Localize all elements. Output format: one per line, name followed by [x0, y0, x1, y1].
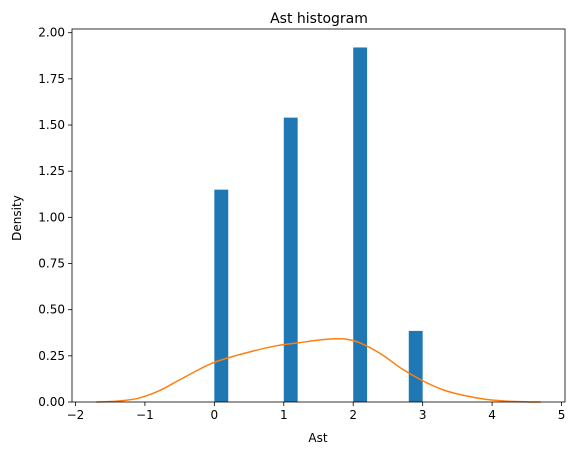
y-axis-label: Density	[10, 195, 24, 241]
histogram-bar-1	[283, 117, 298, 402]
x-tick-label-7: 5	[558, 408, 566, 422]
kde-curve	[96, 337, 541, 403]
x-tick-label-0: −2	[67, 408, 85, 422]
y-axis-ticks: 0.00 0.25 0.50 0.75 1.00 1.25 1.50 1.75 2.00	[38, 26, 72, 409]
x-axis-label: Ast	[308, 431, 327, 445]
x-axis-ticks: −2 −1 0 1 2 3 4 5	[67, 402, 566, 422]
plot-frame	[71, 28, 566, 403]
y-tick-label-6: 1.50	[38, 118, 65, 132]
y-tick-label-0: 0.00	[38, 395, 65, 409]
x-tick-label-3: 1	[280, 408, 288, 422]
y-tick-label-1: 0.25	[38, 349, 65, 363]
y-tick-label-5: 1.25	[38, 164, 65, 178]
histogram-bar-2	[353, 47, 368, 403]
y-tick-label-2: 0.50	[38, 303, 65, 317]
x-tick-label-2: 0	[211, 408, 219, 422]
y-tick-label-3: 0.75	[38, 257, 65, 271]
chart-title: Ast histogram	[270, 11, 368, 27]
histogram-bars	[214, 47, 423, 403]
histogram-bar-3	[408, 330, 423, 402]
x-tick-label-1: −1	[136, 408, 154, 422]
kde-curve-group	[96, 337, 541, 403]
x-tick-label-5: 3	[419, 408, 427, 422]
y-tick-label-8: 2.00	[38, 26, 65, 40]
x-tick-label-6: 4	[488, 408, 496, 422]
y-tick-label-7: 1.75	[38, 72, 65, 86]
x-tick-label-4: 2	[349, 408, 357, 422]
y-tick-label-4: 1.00	[38, 210, 65, 224]
histogram-bar-0	[214, 189, 229, 402]
